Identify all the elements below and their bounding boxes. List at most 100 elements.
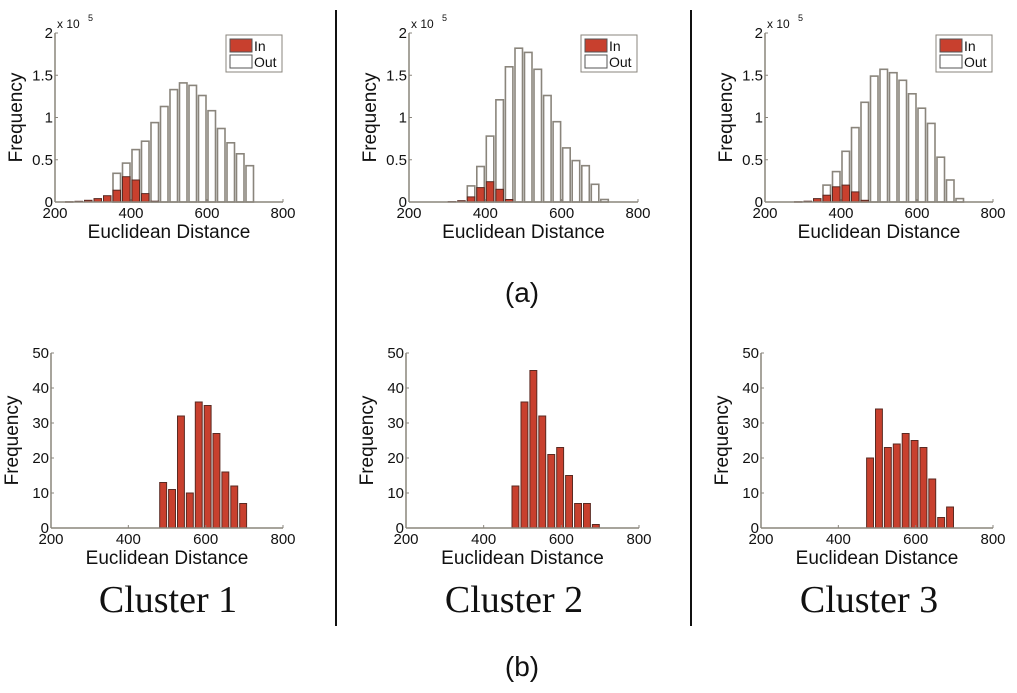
legend-label-in: In — [609, 38, 621, 54]
legend-swatch-in — [939, 38, 963, 53]
x-tick-label: 600 — [194, 205, 219, 222]
y-tick-label: 10 — [32, 485, 49, 502]
bar-out — [888, 71, 898, 203]
bar-in — [841, 184, 850, 203]
y-axis-label: Frequency — [360, 72, 381, 162]
bar-in — [185, 492, 194, 529]
bar-in — [230, 485, 239, 529]
y-tick-label: 40 — [387, 380, 404, 397]
bar-out — [879, 68, 889, 203]
chart-a-1: 200 400 600 800 0 0.5 1 1.5 2 Euclidean Distance F… — [6, 13, 296, 243]
x-axis-label: Euclidean Distance — [796, 548, 959, 569]
bar-in — [946, 506, 954, 529]
x-tick-label: 200 — [393, 531, 418, 548]
bar-out — [552, 120, 562, 203]
bar-in — [168, 489, 177, 529]
bar-in — [141, 193, 150, 203]
x-tick-label: 600 — [549, 205, 574, 222]
y-tick-label: 0.5 — [386, 152, 407, 169]
bar-out — [140, 140, 150, 203]
bar-in — [910, 440, 919, 529]
caption-b: (b) — [505, 651, 539, 682]
x-tick-label: 600 — [549, 531, 574, 548]
bar-out — [571, 159, 581, 203]
bar-out — [169, 88, 179, 203]
chart-b-3: 200 400 600 800 0 10 20 30 40 50 Euclidean Distanc… — [712, 345, 1006, 569]
y-axis-label: Frequency — [716, 72, 737, 162]
legend-swatch-out — [939, 54, 963, 69]
bar-out — [495, 99, 505, 203]
y-tick-label: 0 — [41, 520, 49, 537]
bar-in — [177, 415, 185, 529]
y-exponent-power: 5 — [442, 13, 447, 23]
y-tick-label: 1 — [755, 110, 763, 127]
y-tick-label: 10 — [742, 485, 759, 502]
y-tick-label: 30 — [387, 415, 404, 432]
bar-in — [194, 401, 203, 529]
bar-out — [561, 147, 572, 203]
y-tick-label: 1.5 — [386, 67, 407, 84]
y-tick-label: 10 — [387, 485, 404, 502]
bar-in — [485, 181, 495, 203]
bar-in — [892, 443, 901, 529]
y-tick-label: 50 — [387, 345, 404, 362]
x-tick-label: 600 — [904, 205, 929, 222]
bar-out — [590, 183, 600, 203]
bar-in — [476, 187, 485, 203]
bar-out — [235, 153, 245, 203]
bar-out — [178, 82, 188, 203]
bar-in — [928, 478, 937, 529]
x-tick-label: 600 — [903, 531, 928, 548]
bar-in — [832, 186, 841, 203]
x-tick-label: 800 — [625, 205, 650, 222]
bar-out — [580, 164, 591, 203]
x-tick-label: 800 — [270, 205, 295, 222]
chart-b-1: 200 400 600 800 0 10 20 30 40 50 Euclidean Distanc… — [2, 345, 296, 569]
y-tick-label: 40 — [742, 380, 759, 397]
bar-out — [860, 101, 870, 203]
x-tick-label: 800 — [980, 531, 1005, 548]
x-tick-label: 400 — [828, 205, 853, 222]
y-exponent-label: x 10 — [767, 17, 790, 31]
chart-a-2: 200 400 600 800 0 0.5 1 1.5 2 Euclidean Distance F… — [360, 13, 651, 243]
y-tick-label: 50 — [32, 345, 49, 362]
x-axis-label: Euclidean Distance — [798, 222, 961, 243]
bar-in — [919, 447, 928, 529]
bar-in — [103, 195, 112, 203]
bar-in — [212, 433, 221, 529]
legend-swatch-out — [229, 54, 253, 69]
x-tick-label: 400 — [116, 531, 141, 548]
bar-out — [504, 66, 514, 203]
x-tick-label: 200 — [748, 531, 773, 548]
y-tick-label: 0 — [755, 194, 763, 211]
legend-label-out: Out — [609, 54, 632, 70]
y-tick-label: 1.5 — [742, 67, 763, 84]
bar-out — [936, 156, 946, 203]
x-tick-label: 200 — [396, 205, 421, 222]
bar-in — [547, 454, 556, 529]
cluster-2-label: Cluster 2 — [445, 579, 583, 621]
bar-in — [901, 433, 910, 529]
bar-out — [917, 107, 927, 203]
bar-in — [883, 447, 892, 529]
bar-out — [150, 121, 160, 203]
bar-out — [523, 51, 533, 203]
y-tick-label: 0 — [751, 520, 759, 537]
cluster-3-label: Cluster 3 — [800, 579, 938, 621]
bar-in — [495, 188, 504, 203]
x-axis-label: Euclidean Distance — [441, 548, 604, 569]
x-tick-label: 400 — [473, 205, 498, 222]
bar-in — [529, 370, 538, 529]
legend-swatch-out — [584, 54, 608, 69]
y-tick-label: 30 — [32, 415, 49, 432]
bar-in — [221, 471, 230, 529]
bar-out — [226, 142, 236, 203]
x-axis-label: Euclidean Distance — [86, 548, 249, 569]
bar-in — [565, 475, 573, 529]
legend-swatch-in — [229, 38, 253, 53]
bar-out — [926, 122, 936, 203]
y-exponent-label: x 10 — [411, 17, 434, 31]
x-tick-label: 600 — [193, 531, 218, 548]
bar-in — [937, 517, 946, 529]
